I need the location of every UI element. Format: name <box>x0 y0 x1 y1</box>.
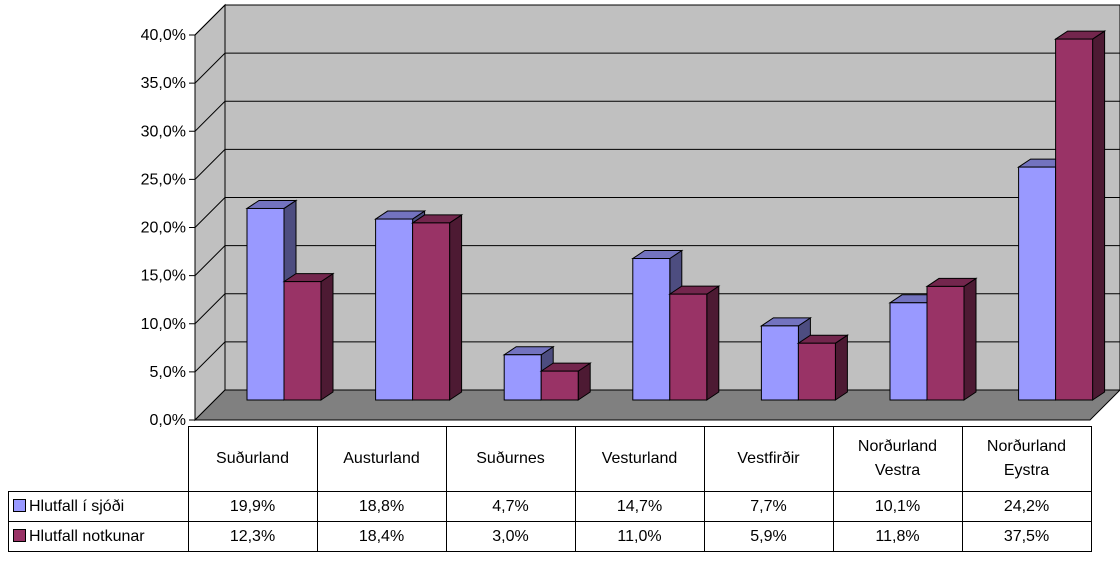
bar-front <box>375 218 414 401</box>
bar-front <box>1055 38 1094 401</box>
series-row-1: Hlutfall notkunar 12,3% 18,4% 3,0% 11,0% 5,9… <box>8 521 1092 552</box>
gridline-side <box>194 100 226 132</box>
bar-side <box>963 277 977 401</box>
y-tick-label: 35,0% <box>141 75 186 92</box>
data-label: 24,2% <box>961 491 1092 522</box>
bar-side <box>706 285 720 401</box>
data-label: 19,9% <box>187 491 318 522</box>
bar-front <box>540 370 579 401</box>
data-label: 18,8% <box>316 491 447 522</box>
data-label: 3,0% <box>445 521 576 552</box>
category-label-line: Norðurland <box>857 438 938 455</box>
gridline-side <box>194 293 226 325</box>
bar-front <box>669 293 708 401</box>
y-tick-label: 5,0% <box>150 364 186 381</box>
table-corner <box>8 426 189 492</box>
legend-entry-1: Hlutfall notkunar <box>8 521 189 552</box>
category-label-line: Norðurland <box>986 438 1067 455</box>
bar <box>539 362 592 401</box>
y-tick-label: 30,0% <box>141 123 186 140</box>
category-label: Austurland <box>316 426 447 492</box>
category-label-line: Suðurnes <box>476 450 545 467</box>
data-label: 18,4% <box>316 521 447 552</box>
bar-front <box>412 222 451 401</box>
bars <box>245 30 1107 401</box>
data-label: 14,7% <box>574 491 705 522</box>
category-label-line: Vestfirðir <box>737 450 800 467</box>
legend-swatch-1 <box>13 528 26 542</box>
gridline-side <box>194 149 226 180</box>
category-label-line: Eystra <box>1003 462 1050 479</box>
gridline-side <box>194 52 226 84</box>
bar-front <box>889 302 928 401</box>
bar-chart: 0,0% 5,0% 10,0% 15,0% 20,0% 25,0% 30,0% 35,0% 40… <box>141 3 1120 429</box>
category-label-line: Austurland <box>343 450 420 467</box>
bar-front <box>797 342 836 401</box>
category-label: Suðurland <box>187 426 318 492</box>
data-label: 10,1% <box>832 491 963 522</box>
bar <box>282 272 335 401</box>
legend-swatch-0 <box>13 498 26 512</box>
category-label: Norðurland Vestra <box>832 426 963 492</box>
legend-entry-0: Hlutfall í sjóði <box>8 491 189 522</box>
series-row-0: Hlutfall í sjóði 19,9% 18,8% 4,7% 14,7% 7,7%… <box>8 491 1092 522</box>
data-label: 11,0% <box>574 521 705 552</box>
y-tick-label: 20,0% <box>141 220 186 237</box>
data-label: 5,9% <box>703 521 834 552</box>
bar-front <box>1018 166 1057 401</box>
data-table: Suðurland Austurland Suðurnes Vesturland Ves… <box>8 426 1092 552</box>
y-tick-label: 25,0% <box>141 171 186 188</box>
category-label-line: Vesturland <box>601 450 678 467</box>
bar-side <box>320 272 334 401</box>
category-label: Suðurnes <box>445 426 576 492</box>
category-label: Vestfirðir <box>703 426 834 492</box>
gridline-side <box>194 245 226 276</box>
bar-front <box>246 207 285 401</box>
data-label: 12,3% <box>187 521 318 552</box>
y-tick-label: 15,0% <box>141 268 186 285</box>
category-label-line: Suðurland <box>216 450 289 467</box>
category-label-line: Vestra <box>874 462 921 479</box>
bar-side <box>449 213 463 401</box>
legend-label-0: Hlutfall í sjóði <box>29 497 125 515</box>
data-label: 37,5% <box>961 521 1092 552</box>
bar <box>925 277 978 401</box>
category-header-row: Suðurland Austurland Suðurnes Vesturland Ves… <box>8 426 1092 492</box>
gridline-side <box>194 197 226 228</box>
gridline-side <box>194 341 226 373</box>
category-label: Norðurland Eystra <box>961 426 1092 492</box>
bar <box>410 213 464 401</box>
bar <box>1053 30 1107 401</box>
bar-side <box>1092 30 1106 401</box>
category-label: Vesturland <box>574 426 705 492</box>
legend-label-1: Hlutfall notkunar <box>29 527 145 545</box>
bar-side <box>834 334 848 401</box>
y-tick-label: 10,0% <box>141 316 186 333</box>
y-axis: 0,0% 5,0% 10,0% 15,0% 20,0% 25,0% 30,0% 35,0% 40… <box>141 27 196 429</box>
bar <box>796 334 850 401</box>
bar-front <box>760 325 799 401</box>
data-label: 4,7% <box>445 491 576 522</box>
bar <box>668 285 721 401</box>
bar <box>502 345 555 401</box>
bar-front <box>632 258 671 401</box>
data-label: 7,7% <box>703 491 834 522</box>
bar-front <box>283 281 322 401</box>
data-label: 11,8% <box>832 521 963 552</box>
y-tick-label: 0,0% <box>150 412 186 429</box>
gridline-side <box>194 4 226 36</box>
bar-front <box>926 285 965 401</box>
y-tick-label: 40,0% <box>141 27 186 44</box>
bar-front <box>503 354 542 401</box>
